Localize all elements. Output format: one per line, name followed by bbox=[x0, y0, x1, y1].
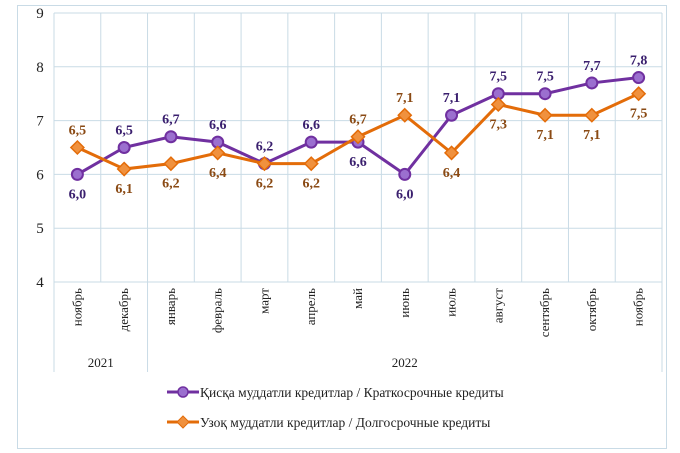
data-label: 7,7 bbox=[583, 59, 601, 74]
data-point-short-term bbox=[117, 141, 131, 154]
x-tick-label: май bbox=[350, 288, 365, 309]
data-label: 7,5 bbox=[536, 70, 554, 85]
data-point-long-term bbox=[69, 139, 85, 156]
x-tick-label: октябрь bbox=[584, 288, 599, 331]
data-label: 6,2 bbox=[256, 140, 274, 155]
data-point-long-term bbox=[631, 86, 647, 102]
data-label: 7,8 bbox=[630, 54, 648, 69]
data-label: 7,1 bbox=[396, 91, 414, 106]
data-point-short-term bbox=[585, 76, 599, 90]
data-label: 6,5 bbox=[69, 124, 87, 139]
data-label: 7,3 bbox=[490, 117, 508, 132]
data-label: 6,6 bbox=[209, 118, 227, 133]
data-label: 6,7 bbox=[162, 113, 180, 128]
data-point-long-term bbox=[163, 156, 179, 172]
data-point-short-term bbox=[632, 71, 646, 85]
data-label: 6,7 bbox=[349, 113, 367, 128]
chart-frame bbox=[17, 5, 667, 449]
data-label: 6,4 bbox=[209, 166, 227, 181]
y-tick-label: 5 bbox=[36, 221, 44, 237]
legend-entry: Қисқа муддатли кредитлар / Краткосрочные… bbox=[200, 385, 504, 400]
data-label: 6,2 bbox=[302, 177, 320, 192]
year-label: 2021 bbox=[88, 355, 114, 370]
x-tick-label: ноябрь bbox=[631, 288, 646, 326]
data-label: 6,2 bbox=[162, 177, 180, 192]
x-tick-label: февраль bbox=[210, 288, 225, 333]
data-point-short-term bbox=[538, 87, 552, 101]
data-point-short-term bbox=[445, 108, 459, 122]
y-tick-label: 6 bbox=[36, 167, 44, 183]
data-label: 7,1 bbox=[583, 128, 601, 143]
x-tick-label: сентябрь bbox=[537, 288, 552, 337]
data-point-long-term bbox=[490, 96, 506, 113]
data-point-long-term bbox=[443, 145, 460, 161]
data-label: 7,5 bbox=[490, 70, 508, 85]
x-tick-label: июнь bbox=[397, 288, 412, 318]
y-tick-label: 9 bbox=[36, 6, 44, 22]
data-point-long-term bbox=[256, 156, 273, 172]
data-point-short-term bbox=[164, 130, 178, 144]
legend-marker-diamond-icon bbox=[176, 415, 190, 429]
data-point-long-term bbox=[584, 107, 600, 123]
data-label: 6,6 bbox=[302, 118, 320, 133]
legend-entry: Узоқ муддатли кредитлар / Долгосрочные к… bbox=[200, 415, 490, 430]
data-point-long-term bbox=[537, 107, 553, 123]
data-point-short-term bbox=[70, 167, 84, 181]
x-tick-label: январь bbox=[163, 288, 178, 325]
data-point-long-term bbox=[303, 156, 319, 172]
y-tick-label: 8 bbox=[36, 60, 44, 76]
data-label: 6,0 bbox=[69, 187, 87, 202]
data-point-long-term bbox=[350, 129, 366, 145]
x-tick-label: август bbox=[490, 288, 505, 324]
data-label: 6,6 bbox=[349, 155, 367, 170]
x-tick-label: март bbox=[256, 288, 271, 314]
data-point-long-term bbox=[210, 145, 226, 161]
x-tick-label: апрель bbox=[303, 288, 318, 325]
legend-marker-circle-icon bbox=[177, 386, 189, 398]
y-tick-label: 7 bbox=[36, 114, 44, 130]
data-label: 6,4 bbox=[443, 166, 461, 181]
year-label: 2022 bbox=[392, 355, 418, 370]
data-label: 6,1 bbox=[115, 182, 133, 197]
x-tick-label: июль bbox=[444, 288, 459, 317]
data-label: 7,5 bbox=[630, 107, 648, 122]
x-tick-label: декабрь bbox=[116, 288, 131, 331]
data-label: 6,2 bbox=[256, 177, 274, 192]
data-label: 7,1 bbox=[536, 128, 554, 143]
data-point-short-term bbox=[398, 167, 412, 181]
x-tick-label: ноябрь bbox=[69, 288, 84, 326]
data-point-long-term bbox=[397, 107, 413, 123]
data-label: 6,0 bbox=[396, 187, 414, 202]
data-label: 6,5 bbox=[115, 124, 133, 139]
data-point-long-term bbox=[116, 161, 132, 177]
data-label: 7,1 bbox=[443, 91, 461, 106]
data-point-short-term bbox=[304, 135, 318, 149]
y-tick-label: 4 bbox=[36, 275, 44, 291]
